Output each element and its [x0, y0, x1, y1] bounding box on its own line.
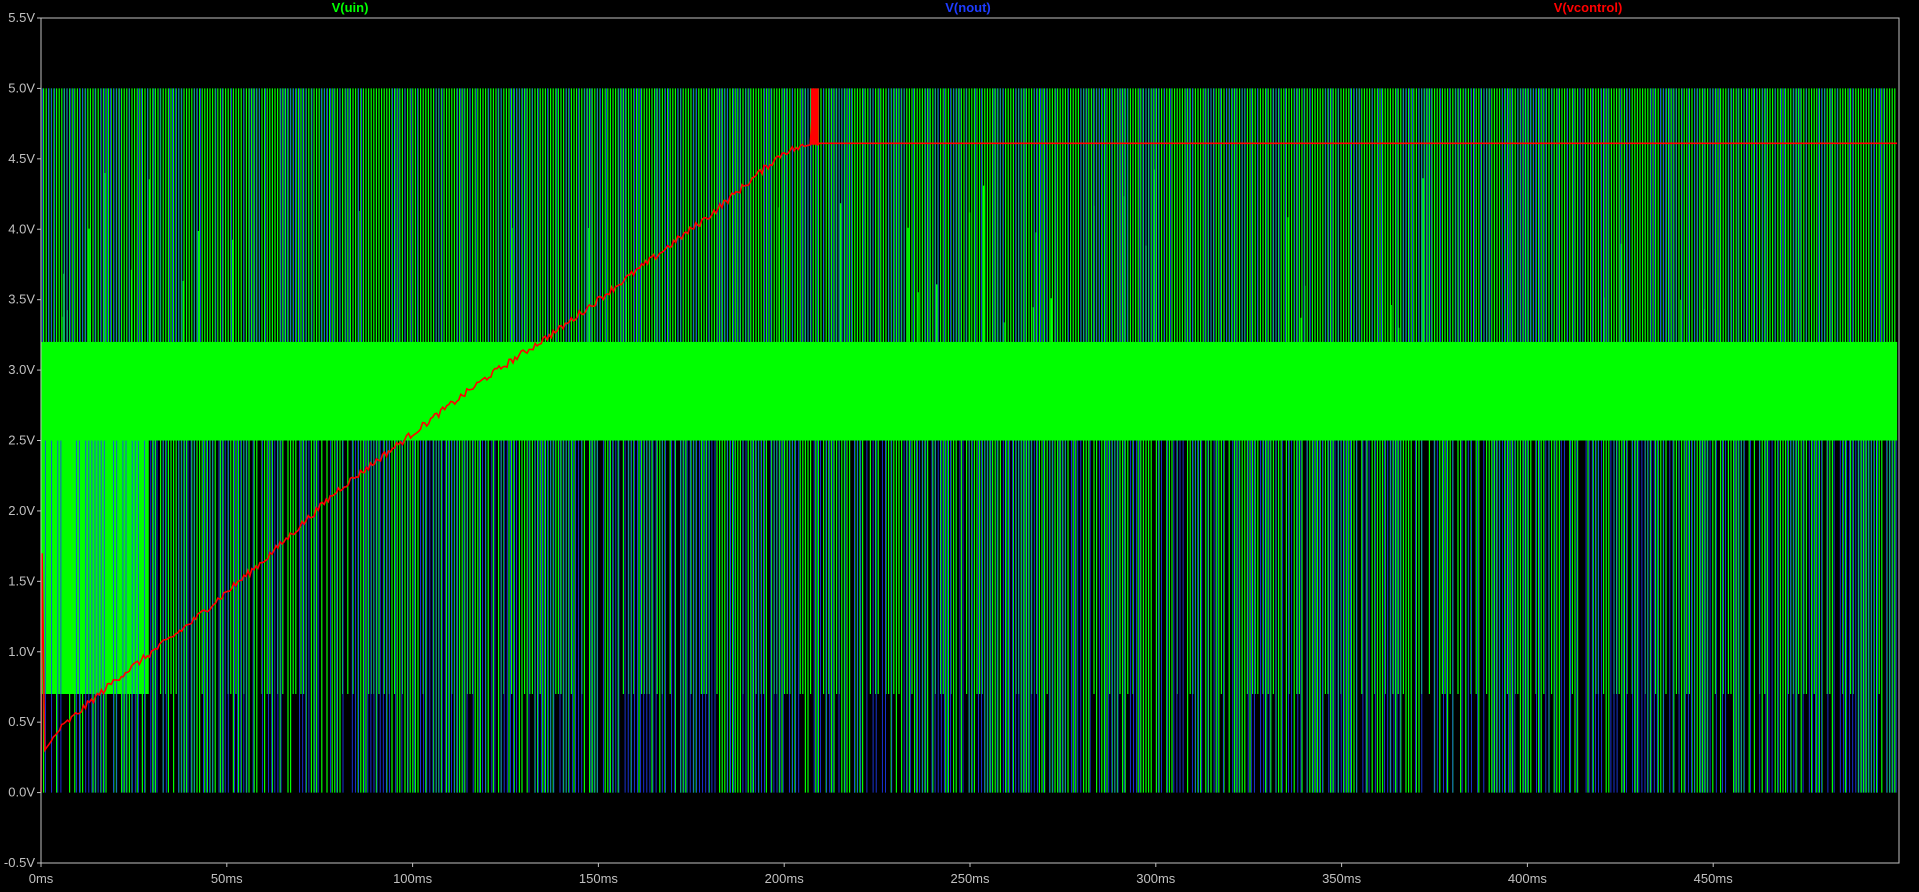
y-tick-label: 2.5V: [8, 433, 35, 448]
y-tick-label: 4.0V: [8, 221, 35, 236]
y-tick-label: -0.5V: [4, 855, 35, 870]
y-tick-label: 2.0V: [8, 503, 35, 518]
x-tick-label: 250ms: [950, 871, 990, 886]
x-tick-label: 100ms: [393, 871, 433, 886]
y-tick-label: 1.0V: [8, 644, 35, 659]
x-tick-label: 300ms: [1136, 871, 1176, 886]
x-tick-label: 150ms: [579, 871, 619, 886]
y-tick-label: 5.5V: [8, 10, 35, 25]
y-tick-label: 5.0V: [8, 80, 35, 95]
legend-vvcontrol[interactable]: V(vcontrol): [1554, 0, 1623, 15]
y-tick-label: 0.5V: [8, 714, 35, 729]
y-tick-label: 1.5V: [8, 573, 35, 588]
y-axis: 5.5V 5.0V 4.5V 4.0V 3.5V 3.0V 2.5V 2.0V 1.5V 1.0V…: [4, 10, 41, 870]
y-tick-label: 3.0V: [8, 362, 35, 377]
legend-vnout[interactable]: V(nout): [945, 0, 990, 15]
nout-switching-strokes: [41, 88, 1897, 793]
x-axis: 0ms 50ms 100ms 150ms 200ms 250ms 300ms 350ms 400…: [29, 863, 1733, 886]
x-tick-label: 400ms: [1508, 871, 1548, 886]
legend: V(uin) V(nout) V(vcontrol): [332, 0, 1623, 15]
x-tick-label: 450ms: [1694, 871, 1734, 886]
y-tick-label: 3.5V: [8, 292, 35, 307]
series-uin-trace: [40, 88, 1898, 793]
legend-vuin[interactable]: V(uin): [332, 0, 369, 15]
y-tick-label: 0.0V: [8, 785, 35, 800]
series-vcontrol-trace: [40, 88, 1898, 793]
y-tick-label: 4.5V: [8, 151, 35, 166]
x-tick-label: 200ms: [765, 871, 805, 886]
series-nout-trace: [41, 88, 1897, 793]
x-tick-label: 50ms: [211, 871, 243, 886]
x-tick-label: 350ms: [1322, 871, 1362, 886]
vcontrol-line: [40, 88, 1898, 793]
x-tick-label: 0ms: [29, 871, 54, 886]
vcontrol-transition-block: [810, 88, 819, 145]
